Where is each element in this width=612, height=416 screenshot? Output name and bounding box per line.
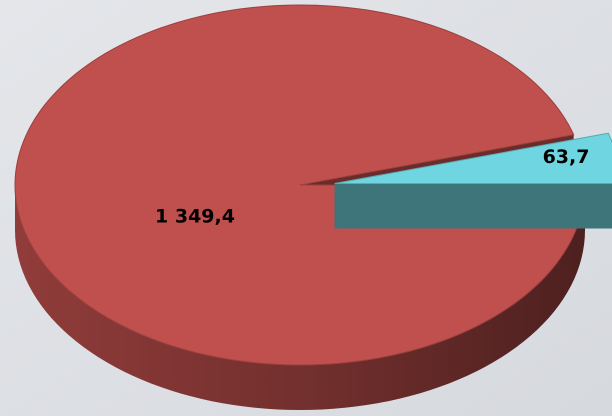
data-label: 63,7 bbox=[543, 146, 590, 168]
pie-slice bbox=[334, 132, 612, 229]
data-label: 1 349,4 bbox=[155, 206, 235, 228]
slice-top bbox=[14, 4, 586, 366]
slice-side bbox=[15, 185, 585, 410]
